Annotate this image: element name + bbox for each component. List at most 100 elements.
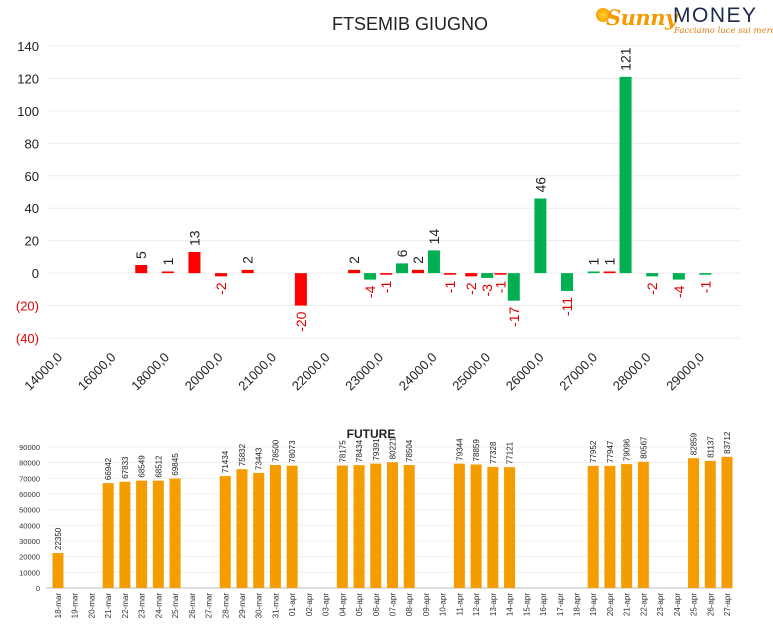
data-label: 77121	[506, 441, 515, 464]
future-bar	[152, 480, 164, 588]
value-bar	[699, 273, 712, 275]
x-tick-label: 26-mar	[188, 593, 197, 619]
data-label: 79391	[372, 438, 381, 461]
x-tick-label: 24-mar	[154, 593, 163, 619]
future-bar	[52, 552, 64, 588]
data-label: 79344	[455, 438, 464, 461]
future-bar	[119, 481, 131, 588]
x-tick-label: 23000,0	[342, 350, 386, 394]
future-bar	[470, 464, 482, 588]
x-tick-label: 17-apr	[556, 593, 565, 616]
ftsemib-chart: FTSEMIB GIUGNO (40)(20)02040608010012014…	[16, 14, 740, 393]
y-tick-label: 80	[25, 136, 39, 151]
x-tick-label: 27000,0	[556, 350, 600, 394]
value-bar	[348, 269, 361, 274]
y-tick-label: 90000	[19, 443, 40, 452]
value-bar	[587, 271, 600, 274]
x-tick-label: 24-apr	[673, 593, 682, 616]
future-bar	[403, 465, 415, 588]
value-bar	[294, 273, 307, 306]
data-label: 80221	[389, 437, 398, 460]
x-tick-label: 20000,0	[182, 350, 226, 394]
value-bar	[465, 273, 478, 277]
data-label: 68512	[154, 455, 163, 478]
data-label: 6	[394, 249, 410, 257]
x-tick-label: 18-apr	[572, 593, 581, 616]
data-label: 69845	[171, 453, 180, 476]
future-bar	[604, 465, 616, 588]
x-tick-label: 09-apr	[422, 593, 431, 616]
x-tick-label: 03-apr	[322, 593, 331, 616]
value-bar	[603, 271, 616, 274]
data-label: -2	[213, 282, 229, 295]
future-bar	[286, 465, 298, 588]
y-tick-label: 0	[36, 584, 40, 593]
value-bar	[646, 273, 659, 277]
future-bar	[621, 464, 633, 588]
data-label: 14	[426, 229, 442, 245]
future-bar	[253, 472, 265, 588]
x-tick-label: 22-apr	[639, 593, 648, 616]
x-tick-label: 29000,0	[663, 350, 707, 394]
future-bar	[587, 465, 599, 588]
logo-money-text: MONEY	[673, 4, 758, 27]
data-label: -4	[362, 285, 378, 298]
data-label: 121	[618, 47, 634, 71]
value-bar	[672, 273, 685, 280]
x-tick-label: 25000,0	[449, 350, 493, 394]
x-tick-label: 12-apr	[472, 593, 481, 616]
data-label: 78434	[355, 439, 364, 462]
x-tick-label: 04-apr	[338, 593, 347, 616]
future-bar	[236, 469, 248, 588]
chart-title: FTSEMIB GIUGNO	[332, 14, 488, 34]
data-label: 71434	[221, 450, 230, 473]
x-tick-label: 14-apr	[506, 593, 515, 616]
data-label: 77328	[489, 441, 498, 464]
data-label: 73443	[255, 447, 264, 470]
data-label: -1	[378, 281, 394, 294]
y-tick-label: 20000	[19, 553, 40, 562]
x-tick-label: 18000,0	[128, 350, 172, 394]
x-tick-label: 08-apr	[405, 593, 414, 616]
future-bar	[169, 478, 181, 588]
x-tick-label: 25-mar	[171, 593, 180, 619]
value-bar	[494, 273, 507, 275]
data-label: 13	[186, 230, 202, 246]
data-label: 2	[346, 256, 362, 264]
data-label: -1	[442, 281, 458, 294]
future-bar	[637, 461, 649, 588]
x-tick-label: 27-apr	[723, 593, 732, 616]
data-label: 80567	[639, 436, 648, 459]
data-label: 83712	[723, 431, 732, 454]
future-bar	[102, 483, 114, 588]
data-label: 1	[602, 257, 618, 265]
y-tick-label: (40)	[16, 331, 39, 346]
y-tick-label: 50000	[19, 506, 40, 515]
data-label: 75832	[238, 443, 247, 466]
y-tick-label: 40000	[19, 521, 40, 530]
future-bar	[688, 458, 700, 588]
x-tick-label: 16000,0	[75, 350, 119, 394]
x-tick-label: 23-apr	[656, 593, 665, 616]
data-label: -3	[479, 284, 495, 297]
data-label: 82859	[690, 432, 699, 455]
x-tick-label: 28-mar	[221, 593, 230, 619]
data-label: 2	[240, 256, 256, 264]
value-bar	[427, 250, 440, 274]
y-tick-label: 120	[17, 71, 39, 86]
data-label: 5	[133, 251, 149, 259]
x-tick-label: 23-mar	[138, 593, 147, 619]
x-tick-label: 30-mar	[255, 593, 264, 619]
x-tick-label: 19-mar	[71, 593, 80, 619]
x-tick-label: 05-apr	[355, 593, 364, 616]
data-label: 78175	[338, 440, 347, 463]
value-bar	[380, 273, 393, 275]
value-bar	[534, 198, 547, 274]
data-label: -11	[559, 297, 575, 316]
data-label: -2	[463, 282, 479, 295]
future-bar	[387, 462, 398, 588]
x-tick-label: 11-apr	[455, 593, 464, 616]
x-tick-label: 16-apr	[539, 593, 548, 616]
future-bar	[504, 467, 516, 588]
x-tick-label: 20-apr	[606, 593, 615, 616]
